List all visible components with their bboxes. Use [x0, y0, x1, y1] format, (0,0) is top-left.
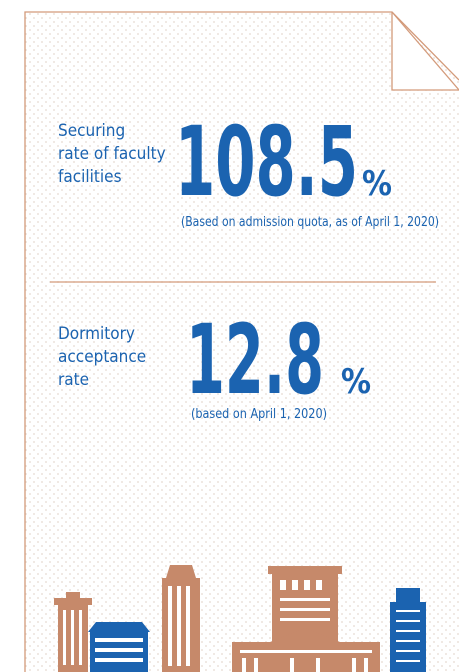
stat-label: rate — [58, 370, 89, 390]
stat-value: 108.5 — [175, 106, 358, 218]
stat-label: facilities — [58, 167, 122, 187]
stat-unit: % — [362, 164, 392, 204]
stat-note: (Based on admission quota, as of April 1… — [181, 215, 439, 230]
fold-line — [391, 11, 459, 91]
stat-value: 12.8 — [186, 304, 324, 416]
stat-label: Dormitory — [58, 324, 135, 344]
paper — [25, 12, 459, 672]
stat-label: Securing — [58, 121, 125, 141]
stat-note: (based on April 1, 2020) — [191, 407, 327, 422]
stat-label: acceptance — [58, 347, 146, 367]
buildings — [54, 565, 426, 672]
paper-edge — [24, 11, 459, 672]
stat-unit: % — [341, 362, 371, 402]
stat-label: rate of faculty — [58, 144, 166, 164]
